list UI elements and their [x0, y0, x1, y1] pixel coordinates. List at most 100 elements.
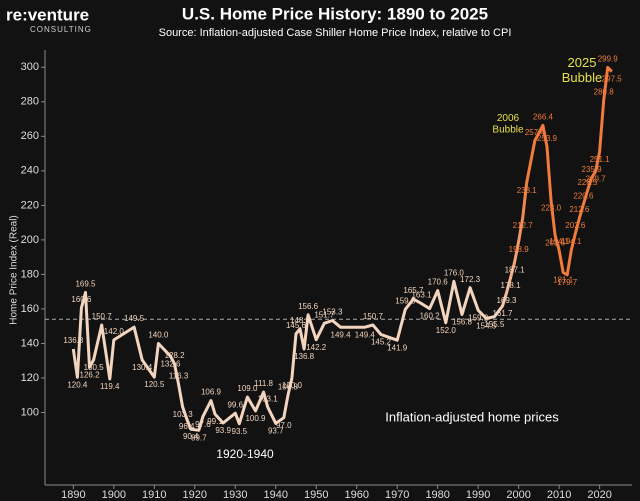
- value-label: 159.8: [395, 296, 416, 305]
- value-label: 172.3: [460, 275, 481, 284]
- value-label: 89.7: [191, 433, 207, 442]
- value-label: 235.9: [582, 165, 603, 174]
- y-tick-label: 200: [21, 234, 39, 246]
- value-label: 169.5: [75, 280, 96, 289]
- x-tick-label: 1920: [183, 489, 207, 501]
- value-label: 169.3: [496, 296, 517, 305]
- x-tick-label: 2000: [506, 489, 530, 501]
- value-label: 97.0: [276, 421, 292, 430]
- logo-name: re:venture: [6, 5, 89, 24]
- value-label: 130.4: [132, 363, 153, 372]
- value-label: 176.0: [444, 268, 465, 277]
- value-label: 145.2: [371, 338, 392, 347]
- value-label: 151.7: [314, 310, 335, 319]
- value-label: 297.5: [602, 75, 623, 84]
- value-label: 126.2: [80, 370, 101, 379]
- value-label: 109.0: [237, 384, 258, 393]
- x-tick-label: 1990: [466, 489, 490, 501]
- y-tick-label: 220: [21, 199, 39, 211]
- value-label: 90.4: [183, 432, 199, 441]
- value-label: 178.1: [501, 281, 522, 290]
- value-label: 251.1: [590, 155, 611, 164]
- value-label: 154.5: [476, 322, 497, 331]
- value-label: 103.1: [258, 394, 279, 403]
- value-label: 194.1: [561, 237, 582, 246]
- y-tick-label: 260: [21, 130, 39, 142]
- value-label: 156.6: [298, 302, 319, 311]
- value-label: 128.2: [165, 351, 186, 360]
- annotation: 2025 Bubble: [562, 55, 602, 85]
- y-axis-label: Home Price Index (Real): [9, 215, 20, 324]
- value-label: 93.9: [215, 426, 231, 435]
- x-tick-label: 1950: [304, 489, 328, 501]
- value-label: 212.7: [513, 221, 534, 230]
- x-tick-label: 1980: [425, 489, 449, 501]
- value-label: 120.5: [144, 380, 165, 389]
- annotation: 2006 Bubble: [492, 113, 524, 136]
- price-line: [71, 65, 613, 432]
- x-tick-label: 1960: [344, 489, 368, 501]
- value-label: 99.1: [207, 417, 223, 426]
- value-label: 106.9: [201, 388, 222, 397]
- value-label: 119.4: [100, 382, 120, 391]
- value-label: 266.4: [533, 112, 554, 121]
- value-label: 181.1: [553, 276, 574, 285]
- value-label: 111.8: [254, 379, 273, 388]
- value-label: 100.9: [245, 414, 266, 423]
- value-label: 116.3: [169, 371, 189, 380]
- value-label: 203.6: [565, 221, 586, 230]
- value-label: 223.0: [541, 203, 562, 212]
- x-tick-label: 2010: [547, 489, 571, 501]
- value-label: 93.5: [232, 427, 248, 436]
- value-label: 152.0: [436, 326, 457, 335]
- value-label: 120.0: [282, 381, 303, 390]
- y-tick-label: 280: [21, 96, 39, 108]
- value-label: 202.6: [545, 239, 566, 248]
- value-label: 165.7: [403, 286, 424, 295]
- value-label: 179.7: [557, 278, 578, 287]
- value-label: 160.2: [420, 312, 441, 321]
- value-label: 228.5: [577, 178, 598, 187]
- x-tick-label: 1890: [61, 489, 85, 501]
- value-label: 239.7: [586, 174, 607, 183]
- value-label: 142.0: [104, 327, 125, 336]
- value-label: 160.6: [71, 295, 92, 304]
- value-label: 153.3: [322, 308, 343, 317]
- value-label: 132.6: [160, 359, 181, 368]
- value-label: 120.4: [67, 380, 88, 389]
- logo-tagline: CONSULTING: [30, 25, 92, 34]
- value-label: 130.5: [84, 363, 105, 372]
- value-label: 299.9: [598, 55, 619, 64]
- value-label: 103.3: [173, 410, 194, 419]
- x-tick-label: 1930: [223, 489, 247, 501]
- value-label: 148.5: [290, 316, 311, 325]
- value-label: 97.6: [195, 420, 211, 429]
- annotation-line: 2006: [497, 113, 520, 124]
- x-tick-label: 1900: [102, 489, 126, 501]
- value-label: 145.6: [286, 321, 307, 330]
- value-label: 149.4: [331, 330, 352, 339]
- value-label: 159.2: [468, 313, 489, 322]
- value-label: 220.6: [573, 191, 594, 200]
- annotation: Inflation-adjusted home prices: [385, 409, 559, 424]
- value-label: 155.5: [484, 320, 505, 329]
- value-label: 109.8: [278, 383, 299, 392]
- value-label: 93.7: [268, 426, 284, 435]
- annotation-line: 2025: [568, 55, 597, 70]
- value-label: 280.8: [594, 88, 615, 97]
- value-label: 212.6: [569, 205, 590, 214]
- y-tick-label: 120: [21, 372, 39, 384]
- value-label: 194.1: [549, 237, 570, 246]
- value-label: 136.8: [294, 352, 315, 361]
- value-label: 198.9: [509, 245, 530, 254]
- value-label: 141.9: [387, 343, 408, 352]
- annotation-line: Bubble: [562, 70, 602, 85]
- y-tick-label: 240: [21, 165, 39, 177]
- y-tick-label: 100: [21, 406, 39, 418]
- value-label: 257.4: [525, 128, 546, 137]
- value-label: 253.9: [537, 134, 558, 143]
- value-label: 96.4: [179, 422, 195, 431]
- x-tick-label: 1970: [385, 489, 409, 501]
